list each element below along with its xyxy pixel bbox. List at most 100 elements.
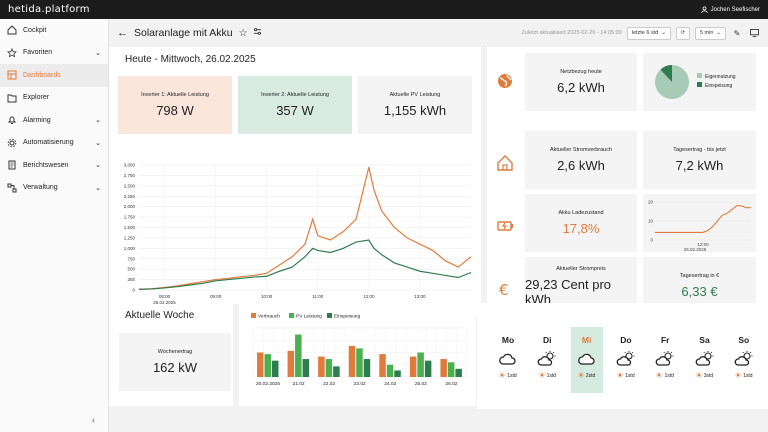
bar	[287, 350, 295, 377]
sidebar-item-alarming[interactable]: Alarming ⌄	[0, 109, 108, 132]
sun-cloud-icon	[655, 351, 675, 369]
collapse-sidebar-icon[interactable]: ‹	[92, 415, 95, 425]
sidebar-item-explorer[interactable]: Explorer	[0, 87, 108, 110]
sidebar-item-dashboards[interactable]: Dashboards	[0, 64, 108, 87]
bar	[348, 345, 356, 377]
right-card-2b: Tagesertrag - bis jetzt 7,2 kWh	[643, 131, 756, 189]
sidebar-item-label: Favoriten	[23, 49, 53, 57]
legend-swatch	[697, 73, 702, 78]
user-name: Jochen Seefischer	[710, 6, 760, 13]
bar	[394, 370, 401, 377]
refresh-interval-select[interactable]: 5 min ⌄	[694, 26, 726, 40]
legend-swatch	[289, 313, 294, 318]
chevron-down-icon: ⌄	[661, 30, 666, 36]
sidebar-item-label: Verwaltung	[23, 184, 58, 192]
bar	[356, 348, 363, 377]
bar	[440, 359, 447, 377]
bar	[386, 364, 394, 377]
bar	[447, 362, 455, 377]
y-tick-label: 10	[648, 219, 654, 224]
power-line-chart: 3,000 2,750 2,500 2,250 2,000 1,750 1,500 1,250…	[124, 163, 472, 313]
gear-icon	[7, 138, 17, 148]
x-sub-label: 26.02.2025	[684, 247, 707, 252]
favorite-star-icon[interactable]: ☆	[238, 27, 248, 39]
x-tick-label: 22.02	[323, 381, 335, 387]
home-icon	[7, 25, 17, 35]
y-tick-label: 1,250	[124, 235, 136, 240]
weekly-bar-chart: Verbrauch PV Leistung Einspeisung 20.02.202…	[251, 313, 468, 387]
weekly-yield-card: Wochenertrag 162 kW	[119, 333, 231, 391]
legend-swatch	[327, 313, 332, 318]
pie-legend-label: Eigennutzung	[705, 74, 736, 80]
sidebar-item-favoriten[interactable]: Favoriten ⌄	[0, 42, 108, 65]
sun-icon	[538, 372, 545, 380]
y-tick-label: 3,000	[124, 163, 136, 168]
monitor-icon[interactable]	[748, 27, 760, 39]
battery-series-line	[655, 205, 751, 233]
y-tick-label: 250	[127, 277, 135, 282]
series-line-1	[138, 166, 472, 290]
forecast-day-di: Di 1std	[531, 327, 563, 393]
sun-hours: 1std	[507, 373, 517, 379]
pie-chart: Eigennutzung Einspeisung	[655, 65, 736, 99]
sidebar-item-verwaltung[interactable]: Verwaltung ⌄	[0, 177, 108, 200]
y-tick-label: 2,500	[124, 183, 136, 188]
sun-hours: 1std	[625, 373, 635, 379]
bar	[257, 352, 264, 377]
sidebar-item-label: Berichtswesen	[23, 161, 69, 169]
legend-swatch	[251, 313, 256, 318]
sun-hours: 1std	[546, 373, 557, 379]
sidebar-item-cockpit[interactable]: Cockpit	[0, 19, 108, 42]
sidebar-item-berichtswesen[interactable]: Berichtswesen ⌄	[0, 154, 108, 177]
battery-icon	[495, 216, 515, 236]
chevron-down-icon: ⌄	[95, 49, 101, 57]
forecast-day-mo: Mo 1std	[492, 327, 524, 393]
x-tick-label: 13:00	[414, 294, 426, 299]
x-tick-label: 11:00	[312, 294, 323, 299]
sun-cloud-icon	[734, 351, 754, 369]
sun-icon	[735, 372, 742, 380]
refresh-button[interactable]: ⟳	[675, 26, 690, 40]
bar	[264, 354, 271, 377]
y-tick-label: 20	[648, 200, 654, 205]
bell-icon	[7, 115, 17, 125]
main-content: ← Solaranlage mit Akku ☆ Zuletzt aktuali…	[109, 19, 768, 432]
x-tick-label: 24.02	[384, 381, 396, 387]
today-heading: Heute - Mittwoch, 26.02.2025	[125, 54, 256, 65]
sun-hours: 1std	[664, 373, 674, 379]
globe-icon	[495, 71, 515, 91]
edit-pencil-icon[interactable]: ✎	[733, 28, 741, 38]
x-tick-label: 10:00	[261, 294, 273, 299]
week-heading: Aktuelle Woche	[125, 310, 195, 321]
day-label: Mi	[581, 335, 592, 345]
report-icon	[7, 160, 17, 170]
bar	[295, 334, 302, 377]
chevron-down-icon: ⌄	[95, 117, 101, 125]
bar	[318, 356, 325, 377]
y-tick-label: 1,750	[124, 215, 136, 220]
sidebar-item-automatisierung[interactable]: Automatisierung ⌄	[0, 132, 108, 155]
day-label: Do	[620, 335, 632, 345]
y-tick-label: 500	[127, 267, 135, 272]
week-panel: Aktuelle Woche Wochenertrag 162 kW Verbr…	[109, 304, 476, 432]
x-tick-label: 09:00	[210, 294, 222, 299]
battery-line-card: 20 10 0 12:00 26.02.2025	[643, 194, 756, 252]
dashboard-header: ← Solaranlage mit Akku ☆ Zuletzt aktuali…	[109, 19, 768, 47]
settings-sliders-icon[interactable]	[253, 27, 262, 39]
chevron-down-icon: ⌄	[95, 162, 101, 170]
house-icon	[495, 153, 515, 173]
y-tick-label: 750	[127, 256, 135, 261]
sun-icon	[617, 372, 624, 380]
user-menu[interactable]: Jochen Seefischer	[700, 6, 760, 13]
cloud-icon	[577, 351, 597, 369]
back-arrow-icon[interactable]: ←	[117, 27, 128, 39]
sun-hours: 3std	[703, 373, 714, 379]
sun-cloud-icon	[537, 351, 557, 369]
sidebar-item-label: Alarming	[23, 116, 51, 124]
time-range-select[interactable]: letzte 6 std ⌄	[626, 26, 671, 40]
y-tick-label: 0	[650, 238, 653, 243]
sidebar-item-label: Explorer	[23, 94, 50, 102]
sun-icon	[656, 372, 663, 380]
y-tick-label: 1,500	[124, 225, 136, 230]
legend-swatch	[697, 82, 702, 87]
